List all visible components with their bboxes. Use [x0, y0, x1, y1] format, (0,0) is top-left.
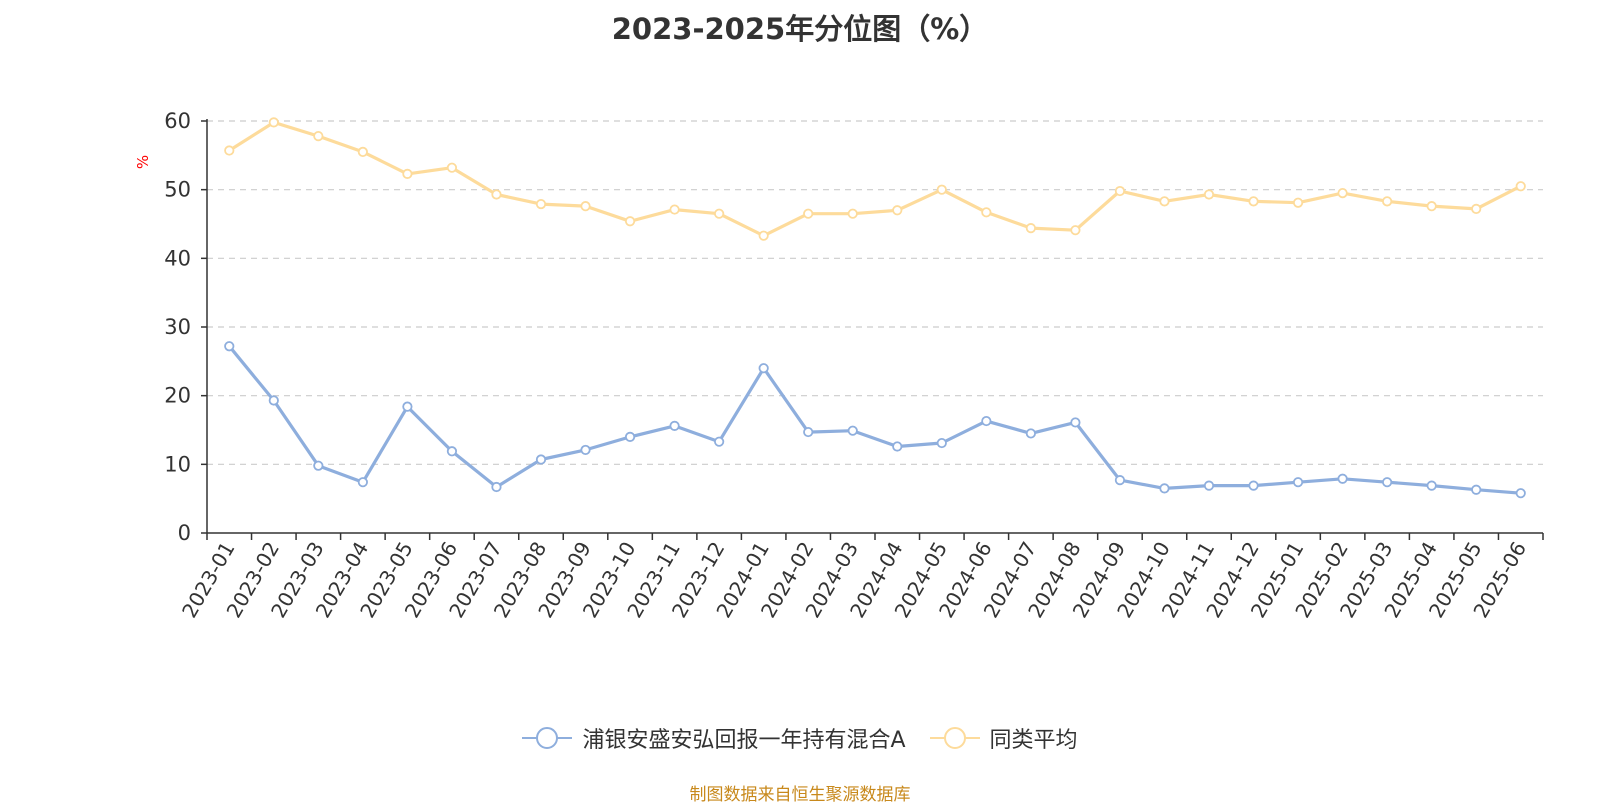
data-point [402, 401, 413, 412]
data-point [981, 415, 992, 427]
legend-label: 同类平均 [989, 728, 1078, 753]
data-point [1515, 488, 1526, 499]
data-point [580, 444, 591, 456]
grid-lines [207, 120, 1543, 465]
legend-marker-icon [522, 727, 573, 749]
y-tick-label: 0 [178, 521, 191, 545]
data-point [714, 208, 725, 219]
data-point [224, 145, 235, 156]
y-tick-label: 60 [164, 109, 191, 133]
data-point [1114, 475, 1126, 486]
data-point [446, 162, 458, 173]
series-line-0 [228, 345, 1521, 495]
data-point [1382, 196, 1393, 207]
data-point [313, 131, 324, 142]
legend-item-0[interactable]: 浦银安盛安弘回报一年持有混合A [522, 722, 906, 754]
data-point [313, 460, 324, 471]
data-point [847, 425, 858, 436]
data-point [1070, 417, 1081, 428]
data-point [669, 204, 680, 215]
data-point [357, 477, 368, 488]
legend-circle [943, 727, 966, 749]
data-point [936, 184, 947, 195]
legend-marker-icon [929, 727, 980, 749]
y-tick-label: 20 [164, 384, 191, 408]
y-axis-label: % [134, 155, 152, 169]
data-point [1203, 189, 1215, 200]
data-point [1025, 428, 1036, 439]
legend-item-1[interactable]: 同类平均 [929, 722, 1078, 754]
data-point [1159, 483, 1170, 494]
data-point [1382, 477, 1393, 488]
data-point [1515, 181, 1526, 192]
data-point [1114, 185, 1126, 197]
data-point [402, 168, 413, 179]
data-point [847, 208, 858, 219]
data-point [1471, 484, 1482, 495]
data-point [803, 426, 814, 438]
data-point [624, 431, 636, 442]
data-point [446, 446, 458, 457]
data-point [1248, 196, 1259, 207]
series-lines [224, 117, 1526, 499]
data-point [1025, 223, 1036, 234]
data-point [1471, 203, 1482, 214]
data-point [981, 207, 992, 218]
legend-circle [536, 727, 559, 749]
data-point [580, 201, 591, 212]
legend-label: 浦银安盛安弘回报一年持有混合A [582, 728, 906, 753]
chart-title: 2023-2025年分位图（%） [611, 12, 989, 46]
data-point [1248, 480, 1259, 491]
axes: 01020304050602023-012023-022023-032023-0… [164, 109, 1544, 622]
legend: 浦银安盛安弘回报一年持有混合A 同类平均 [0, 722, 1600, 754]
y-axis-label-group: % [134, 155, 152, 169]
data-point [1292, 477, 1304, 488]
y-tick-label: 30 [164, 315, 191, 339]
data-point [803, 208, 814, 219]
data-point [491, 189, 502, 200]
y-tick-label: 50 [164, 178, 191, 202]
data-point [1337, 473, 1348, 484]
data-point [758, 230, 769, 241]
data-point [1292, 197, 1304, 208]
source-note: 制图数据来自恒生聚源数据库 [689, 785, 911, 805]
data-point [535, 198, 547, 210]
data-point [1426, 201, 1437, 212]
data-point [224, 341, 235, 352]
data-point [624, 216, 636, 227]
data-point [268, 117, 279, 128]
data-point [491, 481, 502, 493]
data-point [936, 437, 947, 449]
data-point [357, 146, 368, 157]
series-line-1 [228, 120, 1522, 238]
data-point [535, 454, 547, 465]
data-point [1070, 225, 1081, 236]
data-point [758, 363, 769, 374]
y-tick-label: 40 [164, 246, 191, 270]
data-point [1159, 196, 1170, 207]
data-point [1426, 480, 1437, 491]
y-tick-label: 10 [164, 452, 191, 476]
data-point [892, 441, 903, 452]
data-point [1203, 480, 1215, 491]
data-point [892, 205, 903, 216]
data-point [268, 395, 279, 406]
data-point [714, 436, 725, 447]
data-point [669, 420, 680, 431]
data-point [1337, 188, 1348, 199]
